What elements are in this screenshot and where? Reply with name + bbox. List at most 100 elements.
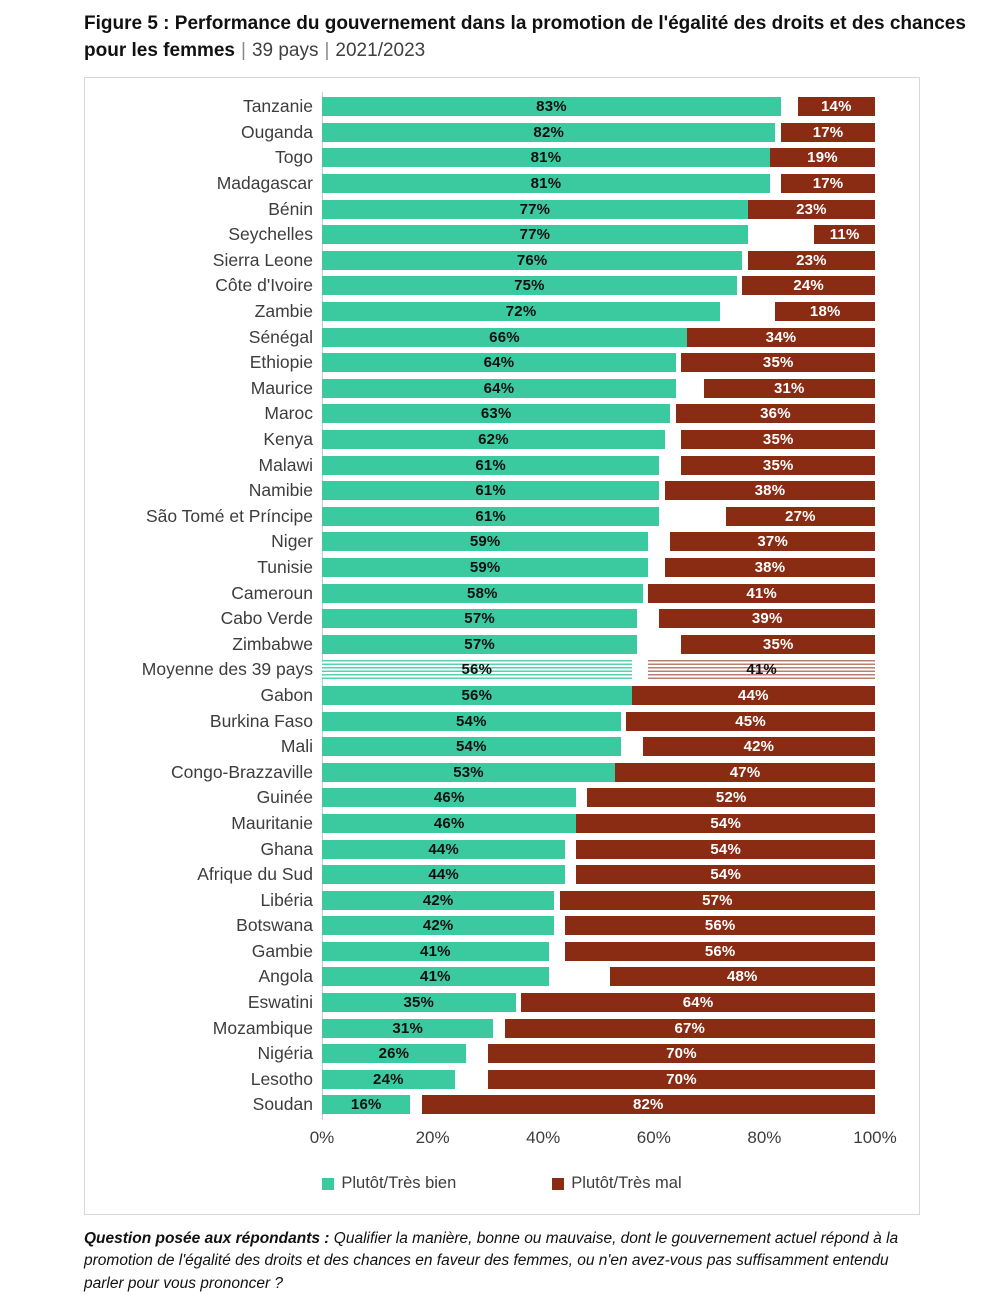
bar-track: 46% 52% — [322, 788, 875, 808]
country-label: Cameroun — [231, 582, 313, 603]
title-countries: 39 pays — [251, 40, 319, 61]
bar-mal — [664, 481, 875, 501]
bar-track: 46% 54% — [322, 813, 875, 833]
bar-mal — [648, 660, 875, 680]
bar-mal-value: 70% — [666, 1045, 697, 1063]
bar-bien — [322, 941, 549, 961]
bar-mal-value: 18% — [809, 303, 841, 321]
legend-label-mal: Plutôt/Très mal — [571, 1174, 682, 1192]
bar-mal — [797, 97, 875, 117]
country-label: Mozambique — [212, 1017, 313, 1038]
bar-bien — [322, 225, 748, 245]
bar-mal — [681, 353, 875, 373]
bar-mal-value: 17% — [812, 123, 844, 141]
bar-track: 56% 44% — [322, 685, 875, 705]
bar-bien — [322, 557, 649, 577]
chart-row: Guinée 46% 52% — [85, 785, 919, 811]
bar-mal-value: 39% — [751, 610, 783, 628]
y-axis-line — [322, 92, 323, 1120]
bar-track: 31% 67% — [322, 1018, 875, 1038]
bar-bien — [322, 1095, 411, 1115]
chart-row: Ghana 44% 54% — [85, 836, 919, 862]
legend-swatch-mal-icon — [552, 1177, 565, 1190]
country-label: São Tomé et Príncipe — [146, 505, 313, 526]
bar-mal-value: 57% — [702, 891, 733, 909]
bar-bien — [322, 583, 643, 603]
country-label: Namibie — [248, 480, 313, 501]
bar-mal — [559, 890, 875, 910]
bar-bien — [322, 788, 577, 808]
country-label: Mali — [280, 736, 313, 757]
bar-bien-value: 82% — [533, 123, 565, 141]
chart-rows: Tanzanie 83% 14% Ouganda 82% 17% Togo 81% 19% Mad… — [85, 94, 919, 1118]
bar-bien — [322, 250, 743, 270]
country-label: Malawi — [258, 454, 313, 475]
bar-bien-value: 53% — [453, 763, 484, 781]
bar-bien-value: 46% — [433, 814, 465, 832]
chart-row: Burkina Faso 54% 45% — [85, 708, 919, 734]
chart-row: Mauritanie 46% 54% — [85, 811, 919, 837]
chart-row: Cabo Verde 57% 39% — [85, 606, 919, 632]
bar-mal — [781, 122, 875, 142]
country-label: Zimbabwe — [232, 633, 313, 654]
bar-bien-value: 46% — [433, 789, 465, 807]
bar-bien-value: 64% — [483, 379, 515, 397]
bar-mal-value: 37% — [757, 533, 788, 551]
bar-mal — [675, 404, 875, 424]
bar-bien — [322, 481, 660, 501]
question-note: Question posée aux répondants : Qualifie… — [84, 1228, 928, 1295]
bar-track: 54% 42% — [322, 737, 875, 757]
bar-bien-value: 31% — [392, 1019, 424, 1037]
chart-row: Mozambique 31% 67% — [85, 1015, 919, 1041]
country-label: Tanzanie — [242, 96, 313, 117]
country-label: Libéria — [260, 889, 313, 910]
country-label: Soudan — [252, 1094, 313, 1115]
bar-mal-value: 34% — [765, 328, 797, 346]
bar-bien-value: 81% — [530, 175, 562, 193]
chart-row: Libéria 42% 57% — [85, 887, 919, 913]
x-axis-tick: 80% — [747, 1128, 782, 1147]
bar-bien — [322, 634, 638, 654]
x-axis-tick: 40% — [526, 1128, 561, 1147]
bar-mal-value: 35% — [762, 354, 794, 372]
bar-mal-value: 54% — [710, 866, 741, 884]
chart-row: Ethiopie 64% 35% — [85, 350, 919, 376]
bar-bien — [322, 199, 748, 219]
bar-track: 75% 24% — [322, 276, 875, 296]
bar-track: 57% 39% — [322, 609, 875, 629]
bar-mal-value: 56% — [704, 942, 736, 960]
bar-bien-value: 59% — [469, 558, 501, 576]
bar-mal-value: 17% — [812, 175, 844, 193]
question-note-lead: Question posée aux répondants : — [84, 1230, 330, 1247]
chart-row: São Tomé et Príncipe 61% 27% — [85, 504, 919, 530]
country-label: Moyenne des 39 pays — [141, 659, 313, 680]
bar-mal-value: 38% — [754, 482, 786, 500]
country-label: Kenya — [263, 429, 313, 450]
bar-mal-value: 48% — [726, 968, 758, 986]
country-label: Côte d'Ivoire — [215, 275, 313, 296]
bar-bien — [322, 993, 516, 1013]
bar-bien — [322, 1018, 494, 1038]
bar-track: 41% 48% — [322, 967, 875, 987]
country-label: Nigéria — [257, 1043, 313, 1064]
bar-mal — [609, 967, 875, 987]
chart-row: Sénégal 66% 34% — [85, 324, 919, 350]
country-label: Gambie — [251, 940, 313, 961]
bar-bien-value: 59% — [469, 533, 501, 551]
bar-bien-value: 77% — [519, 200, 551, 218]
chart-row: Côte d'Ivoire 75% 24% — [85, 273, 919, 299]
bar-mal-value: 47% — [729, 763, 761, 781]
bar-mal — [747, 250, 875, 270]
bar-track: 61% 27% — [322, 506, 875, 526]
country-label: Togo — [275, 147, 313, 168]
bar-mal — [626, 711, 875, 731]
bar-mal — [521, 993, 875, 1013]
chart-row: Lesotho 24% 70% — [85, 1067, 919, 1093]
bar-bien — [322, 839, 566, 859]
chart-row: Kenya 62% 35% — [85, 427, 919, 453]
bar-bien-value: 62% — [478, 431, 509, 449]
bar-mal — [587, 788, 875, 808]
chart-row: Zimbabwe 57% 35% — [85, 631, 919, 657]
x-axis-tick: 60% — [636, 1128, 671, 1147]
bar-bien-value: 75% — [514, 277, 545, 295]
